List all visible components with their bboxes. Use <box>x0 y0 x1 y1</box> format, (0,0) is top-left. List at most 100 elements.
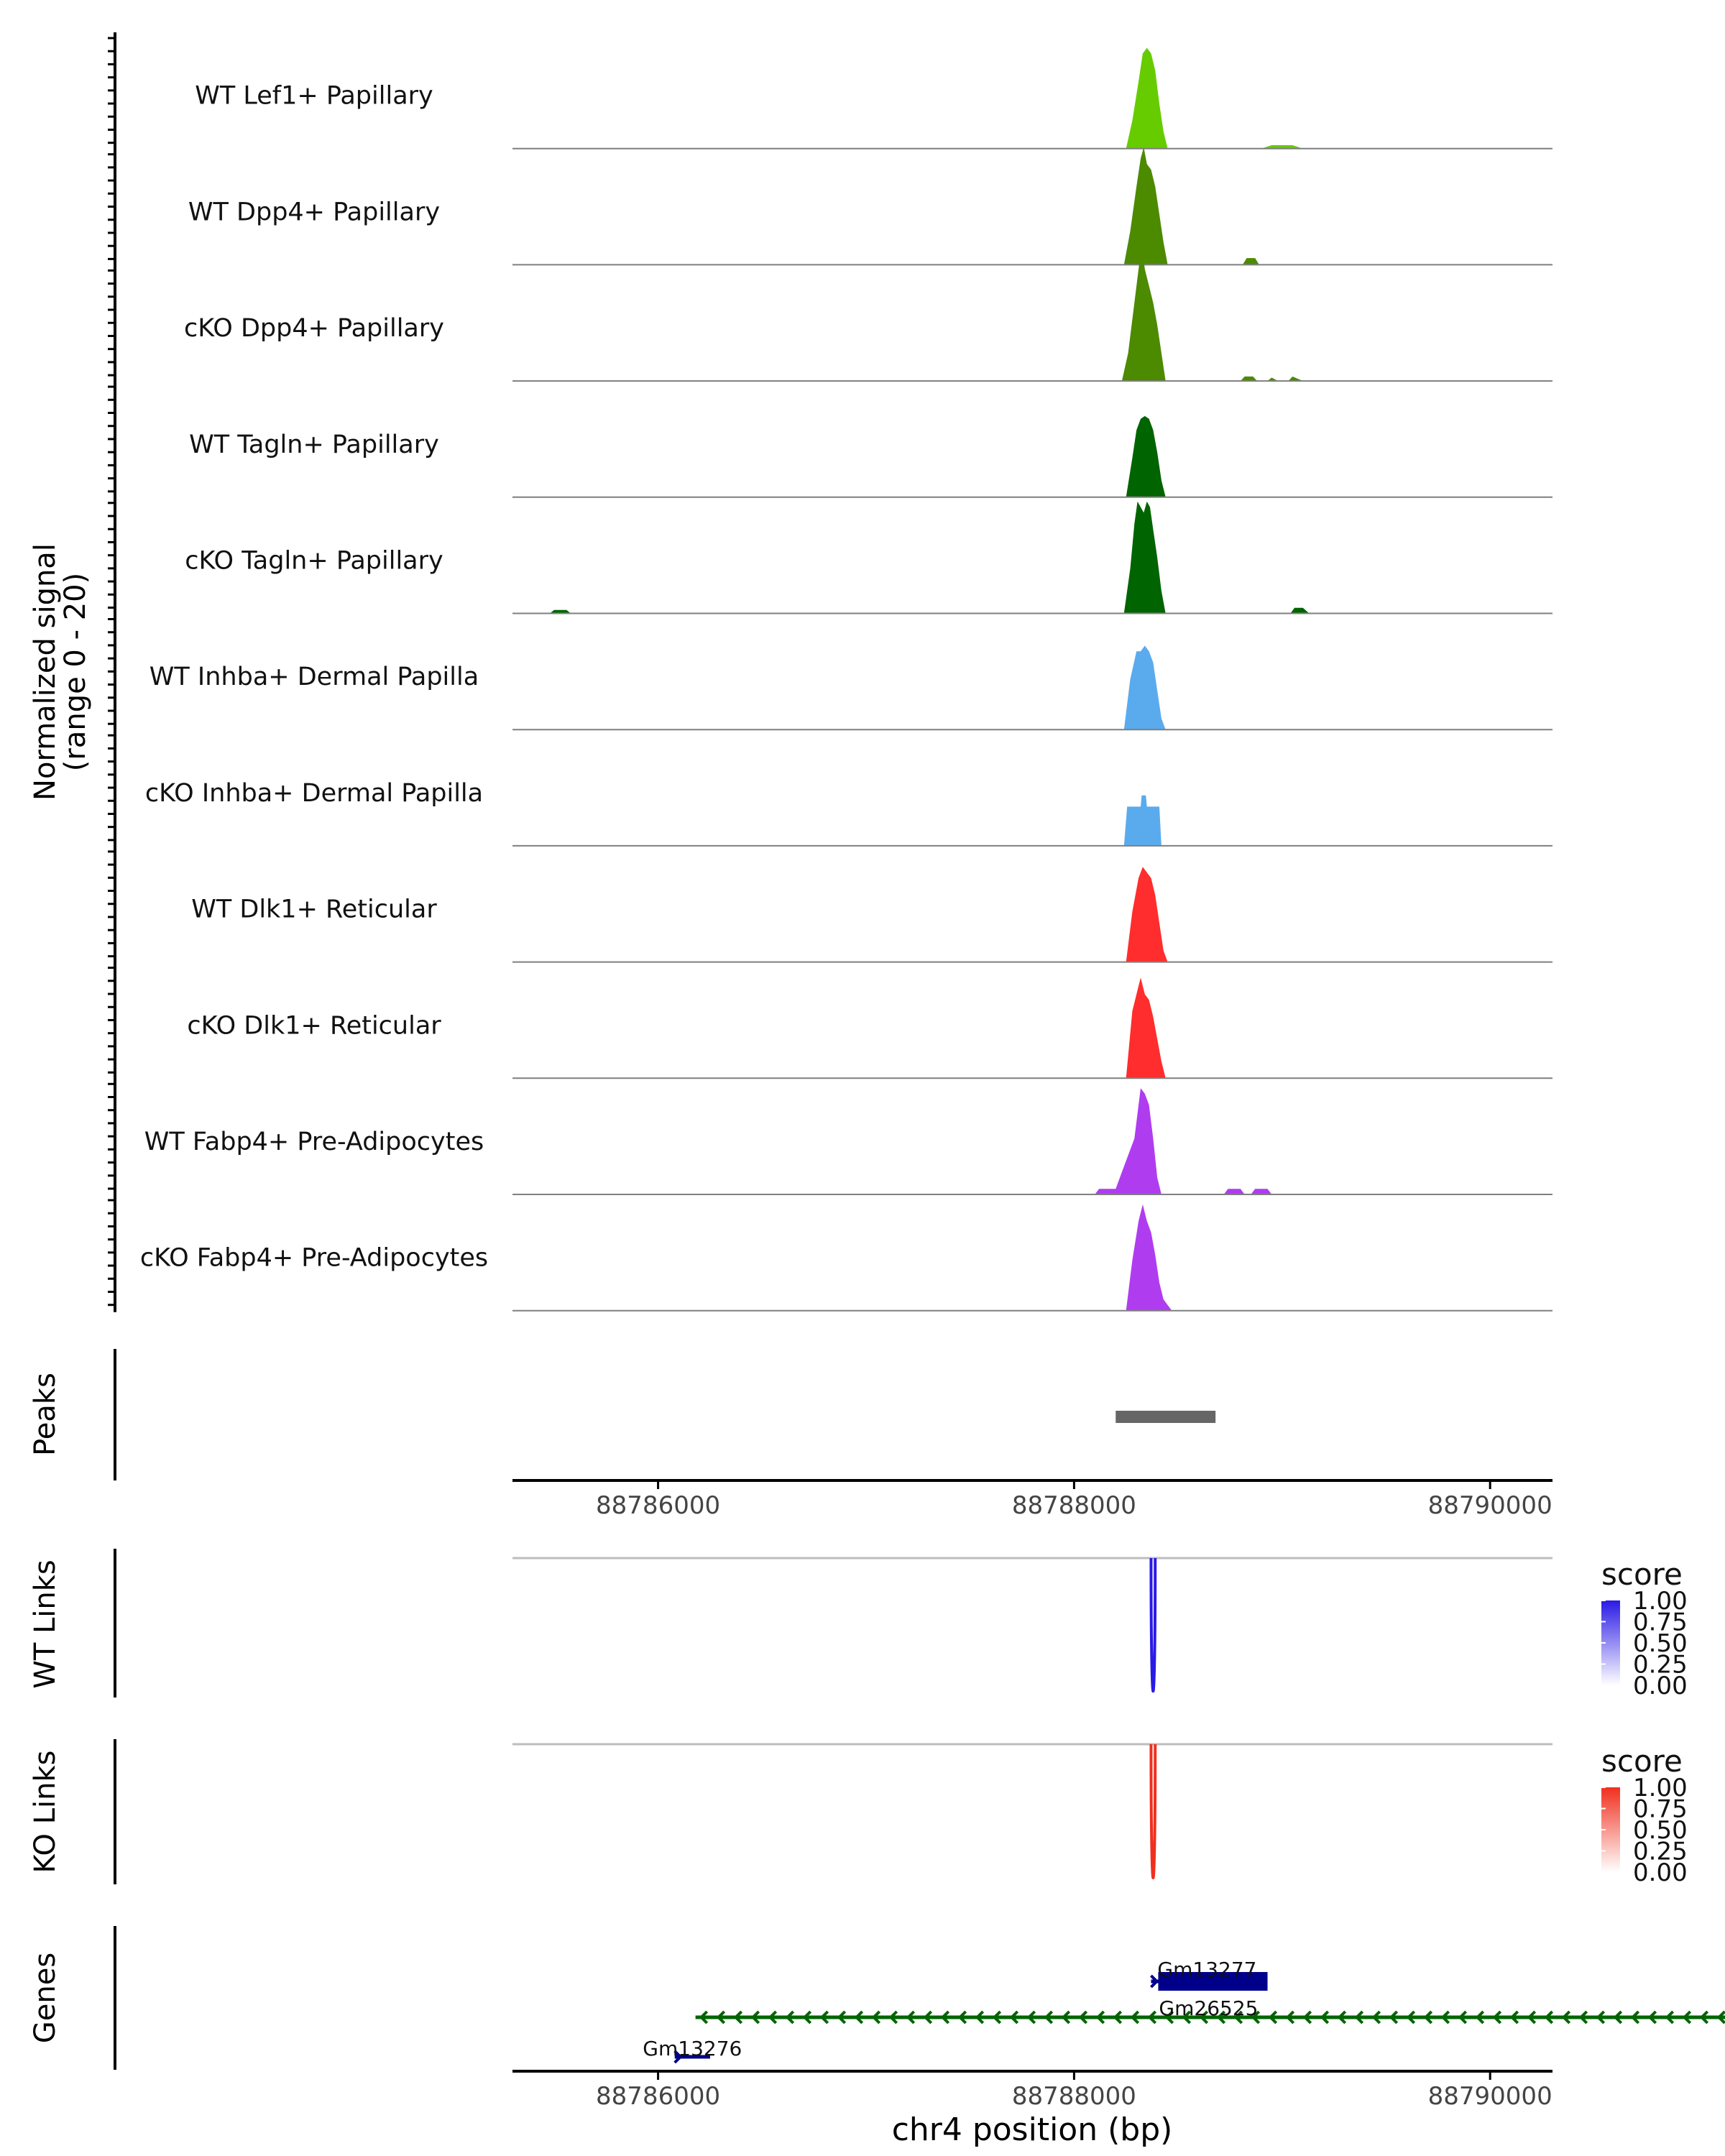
coverage-track: WT Fabp4+ Pre-Adipocytes <box>144 1088 1552 1195</box>
track-label: cKO Fabp4+ Pre-Adipocytes <box>140 1244 488 1273</box>
coverage-signal-area <box>928 1088 1552 1194</box>
ko-links-marks <box>512 1743 1552 1879</box>
strand-chevron-left-icon <box>1509 2010 1519 2024</box>
coverage-signal-area <box>928 1204 1552 1311</box>
coverage-signal-area <box>928 645 1552 730</box>
link-arc <box>1149 1557 1157 1692</box>
strand-chevron-left-icon <box>1716 2010 1725 2024</box>
track-label: cKO Dlk1+ Reticular <box>187 1011 441 1040</box>
coverage-signal-area <box>928 247 1552 382</box>
strand-chevron-left-icon <box>1682 2010 1692 2024</box>
strand-chevron-left-icon <box>1061 2010 1071 2024</box>
track-label: cKO Inhba+ Dermal Papilla <box>145 779 483 808</box>
coverage-panel: Normalized signal (range 0 - 20) WT Lef1… <box>29 32 1552 1312</box>
strand-chevron-left-icon <box>1527 2010 1537 2024</box>
strand-chevron-left-icon <box>785 2010 795 2024</box>
coverage-signal-area <box>928 795 1552 846</box>
strand-chevron-left-icon <box>1044 2010 1054 2024</box>
strand-chevron-left-icon <box>1699 2010 1709 2024</box>
strand-chevron-right-icon <box>1179 1974 1188 1989</box>
coverage-track: WT Tagln+ Papillary <box>189 415 1552 498</box>
coverage-track: cKO Dpp4+ Papillary <box>184 247 1552 382</box>
strand-chevron-left-icon <box>768 2010 778 2024</box>
track-label: WT Dlk1+ Reticular <box>191 895 437 924</box>
track-label: cKO Tagln+ Papillary <box>185 547 443 576</box>
strand-chevron-left-icon <box>923 2010 933 2024</box>
strand-chevron-left-icon <box>1440 2010 1450 2024</box>
coverage-signal-area <box>928 977 1552 1079</box>
strand-chevron-left-icon <box>1371 2010 1381 2024</box>
legend-label: 0.75 <box>1633 1608 1688 1637</box>
strand-chevron-left-icon <box>1458 2010 1468 2024</box>
coverage-y-sublabel: (range 0 - 20) <box>59 573 92 771</box>
strand-chevron-right-icon <box>1208 1974 1217 1989</box>
link-arc <box>1149 1743 1157 1879</box>
gene-model: Gm13276 <box>643 2037 742 2064</box>
strand-chevron-left-icon <box>1665 2010 1675 2024</box>
peaks-panel: Peaks 88786000 88788000 88790000 <box>29 1349 1552 1520</box>
coverage-track: WT Inhba+ Dermal Papilla <box>150 645 1552 731</box>
track-label: WT Tagln+ Papillary <box>189 430 439 459</box>
coverage-signal-area <box>928 47 1552 149</box>
strand-chevron-left-icon <box>957 2010 967 2024</box>
strand-chevron-left-icon <box>837 2010 847 2024</box>
strand-chevron-left-icon <box>1492 2010 1502 2024</box>
strand-chevron-left-icon <box>992 2010 1002 2024</box>
strand-chevron-left-icon <box>1544 2010 1554 2024</box>
coverage-track: cKO Tagln+ Papillary <box>185 501 1552 614</box>
x-tick-label: 88790000 <box>1428 2082 1552 2111</box>
genes-panel: Genes Gm13278Gm13277Gm26525Gm13276 88786… <box>29 1926 1725 2148</box>
x-tick-label: 88788000 <box>1012 1491 1136 1520</box>
strand-chevron-left-icon <box>1423 2010 1433 2024</box>
strand-chevron-left-icon <box>1130 2010 1140 2024</box>
strand-chevron-left-icon <box>1475 2010 1485 2024</box>
strand-chevron-left-icon <box>1647 2010 1657 2024</box>
coverage-track: cKO Dlk1+ Reticular <box>187 977 1552 1079</box>
strand-chevron-left-icon <box>1630 2010 1640 2024</box>
strand-chevron-left-icon <box>802 2010 812 2024</box>
coverage-signal-area <box>928 867 1552 962</box>
peaks-y-label: Peaks <box>29 1373 62 1456</box>
strand-chevron-left-icon <box>888 2010 898 2024</box>
gene-model: Gm26525 <box>695 1996 1725 2024</box>
strand-chevron-right-icon <box>1236 1974 1246 1989</box>
strand-chevron-left-icon <box>1147 2010 1157 2024</box>
strand-chevron-right-icon <box>673 2050 683 2064</box>
legend-label: 1.00 <box>1633 1587 1688 1616</box>
peaks-marks <box>1116 1411 1216 1423</box>
coverage-track: WT Dlk1+ Reticular <box>191 867 1552 963</box>
strand-chevron-left-icon <box>1233 2010 1243 2024</box>
coverage-signal-area <box>512 501 1552 614</box>
strand-chevron-left-icon <box>1182 2010 1192 2024</box>
strand-chevron-left-icon <box>1251 2010 1261 2024</box>
strand-chevron-left-icon <box>1078 2010 1088 2024</box>
peak-bar <box>1116 1411 1216 1423</box>
strand-chevron-left-icon <box>1026 2010 1036 2024</box>
coverage-y-axis <box>108 32 116 1312</box>
track-label: WT Inhba+ Dermal Papilla <box>150 663 479 691</box>
legend-label: 1.00 <box>1633 1774 1688 1802</box>
strand-chevron-left-icon <box>1285 2010 1295 2024</box>
coverage-track: cKO Fabp4+ Pre-Adipocytes <box>140 1204 1552 1312</box>
strand-chevron-right-icon <box>1150 1974 1159 1989</box>
strand-chevron-left-icon <box>1389 2010 1399 2024</box>
legend-label: 0.50 <box>1633 1816 1688 1845</box>
coverage-signal-area <box>928 415 1552 497</box>
legend-label: 0.00 <box>1633 1672 1688 1700</box>
strand-chevron-left-icon <box>1164 2010 1174 2024</box>
wt-links-y-label: WT Links <box>29 1560 62 1688</box>
x-tick-label: 88786000 <box>596 1491 720 1520</box>
ko-links-y-label: KO Links <box>29 1751 62 1874</box>
legend-label: 0.25 <box>1633 1838 1688 1866</box>
coverage-track: WT Dpp4+ Papillary <box>188 147 1552 266</box>
strand-chevron-left-icon <box>699 2010 709 2024</box>
strand-chevron-left-icon <box>854 2010 864 2024</box>
strand-chevron-left-icon <box>1302 2010 1312 2024</box>
strand-chevron-left-icon <box>1095 2010 1105 2024</box>
legend-label: 0.00 <box>1633 1858 1688 1887</box>
coverage-tracks: WT Lef1+ Papillary WT Dpp4+ Papillary cKO … <box>140 47 1552 1312</box>
legend-label: 0.50 <box>1633 1629 1688 1658</box>
